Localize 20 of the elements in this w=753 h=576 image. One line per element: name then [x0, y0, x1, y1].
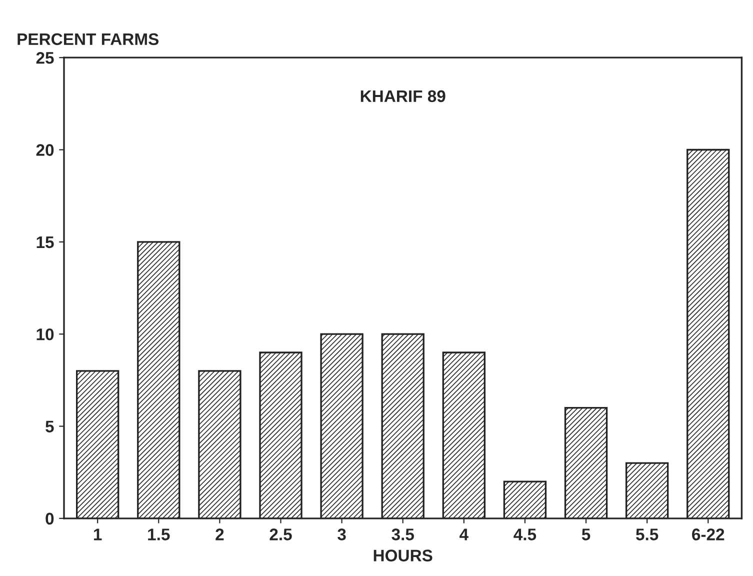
x-tick-label: 2 [216, 528, 224, 540]
y-tick-label: 10 [36, 328, 54, 340]
x-tick-label: 3.5 [392, 528, 414, 540]
text: KHARIF 89 [360, 90, 446, 102]
y-tick-label: 5 [46, 420, 54, 432]
x-tick-label: 4.5 [514, 528, 536, 540]
x-tick-label: 5 [582, 528, 590, 540]
y-tick-label: 25 [36, 52, 54, 64]
x-tick-label: 3 [338, 528, 346, 540]
y-tick-label: 0 [46, 512, 54, 525]
x-tick-label: 6-22 [692, 528, 724, 540]
x-tick-label: 1 [94, 528, 102, 540]
x-axis-title: HOURS [374, 550, 432, 562]
y-tick-label: 20 [36, 144, 54, 156]
y-tick-label: 15 [36, 236, 54, 248]
x-tick-label: 4 [460, 528, 468, 540]
y-axis-title: PERCENT FARMS [18, 33, 159, 46]
x-tick-label: 2.5 [270, 528, 292, 540]
x-tick-label: 5.5 [636, 528, 658, 540]
x-tick-label: 1.5 [148, 528, 170, 540]
